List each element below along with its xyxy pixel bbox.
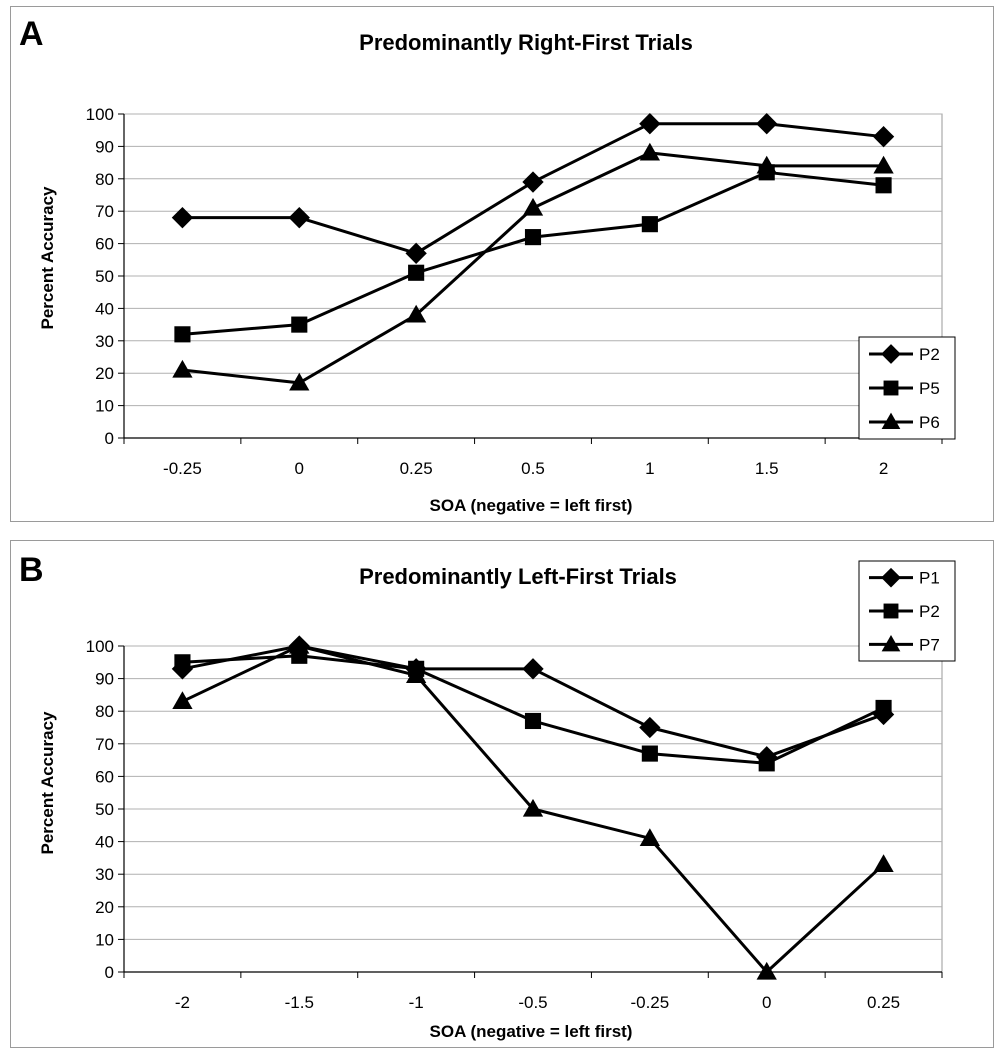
x-tick-label: 0 <box>295 459 304 478</box>
legend-label-p7: P7 <box>919 635 940 654</box>
x-axis-label-a: SOA (negative = left first) <box>430 496 633 515</box>
data-point-p7 <box>756 961 777 980</box>
x-tick-label: -2 <box>175 993 190 1012</box>
x-tick-label: 1.5 <box>755 459 779 478</box>
y-tick-label: 50 <box>95 267 114 286</box>
legend-label-p6: P6 <box>919 413 940 432</box>
legend-marker-p5 <box>883 380 899 396</box>
data-point-p6 <box>289 372 310 391</box>
data-point-p2 <box>641 745 658 762</box>
data-point-p1 <box>639 716 661 739</box>
chart-panel-a: A Predominantly Right-First Trials SOA (… <box>10 6 994 522</box>
chart-panel-b: B Predominantly Left-First Trials SOA (n… <box>10 540 994 1048</box>
y-tick-label: 80 <box>95 170 114 189</box>
x-tick-label: -1.5 <box>285 993 314 1012</box>
data-point-p7 <box>873 854 894 873</box>
y-axis-label-a: Percent Accuracy <box>38 186 57 330</box>
x-tick-label: 0.25 <box>400 459 433 478</box>
y-axis-label-b: Percent Accuracy <box>38 711 57 855</box>
data-point-p2 <box>174 654 191 671</box>
data-point-p2 <box>524 712 542 730</box>
y-tick-label: 70 <box>95 735 114 754</box>
y-tick-label: 100 <box>86 637 114 656</box>
data-point-p7 <box>406 665 427 683</box>
data-point-p2 <box>872 126 895 148</box>
data-point-p2 <box>758 755 775 772</box>
chart-title-a: Predominantly Right-First Trials <box>359 30 693 55</box>
data-point-p5 <box>291 316 308 333</box>
x-tick-label: -1 <box>409 993 424 1012</box>
legend-marker-p1 <box>881 567 901 588</box>
legend-marker-p6 <box>881 412 901 430</box>
y-tick-label: 40 <box>95 833 114 852</box>
data-point-p7 <box>522 798 544 817</box>
data-point-p5 <box>524 229 542 246</box>
y-tick-label: 60 <box>95 235 114 254</box>
y-tick-label: 40 <box>95 299 114 318</box>
x-tick-label: 0.25 <box>867 993 900 1012</box>
legend-label-p1: P1 <box>919 569 940 588</box>
x-tick-label: -0.5 <box>518 993 547 1012</box>
y-tick-label: 10 <box>95 397 114 416</box>
panel-label-a: A <box>19 15 44 53</box>
legend-label-p2: P2 <box>919 345 940 364</box>
x-tick-label: -0.25 <box>630 993 669 1012</box>
y-tick-label: 20 <box>95 364 114 383</box>
x-tick-label: 0 <box>762 993 771 1012</box>
data-point-p2 <box>875 699 892 716</box>
chart-title-b: Predominantly Left-First Trials <box>359 564 677 589</box>
x-tick-label: 0.5 <box>521 459 545 478</box>
data-point-p6 <box>639 142 660 161</box>
data-point-p2 <box>639 113 661 135</box>
series-line-p5-a <box>182 170 884 336</box>
y-tick-label: 70 <box>95 202 114 221</box>
data-point-p7 <box>639 828 660 846</box>
x-tick-label: 1 <box>645 459 654 478</box>
legend-marker-p7 <box>881 634 901 652</box>
data-point-p6 <box>756 155 777 174</box>
y-tick-label: 0 <box>105 429 114 448</box>
y-tick-label: 90 <box>95 670 114 689</box>
y-tick-label: 50 <box>95 800 114 819</box>
data-point-p6 <box>172 359 193 378</box>
data-point-p2 <box>405 242 427 264</box>
y-tick-label: 0 <box>105 963 114 982</box>
y-tick-label: 90 <box>95 137 114 156</box>
data-point-p2 <box>288 207 310 229</box>
data-point-p6 <box>873 155 894 174</box>
data-point-p5 <box>174 326 191 343</box>
legend-marker-p2 <box>881 344 901 364</box>
chart-b-svg: B Predominantly Left-First Trials SOA (n… <box>19 551 956 1041</box>
y-tick-label: 30 <box>95 865 114 884</box>
panel-label-b: B <box>19 551 44 589</box>
data-point-p5 <box>875 177 892 194</box>
data-point-p6 <box>406 304 427 323</box>
data-point-p7 <box>172 691 193 710</box>
chart-a-svg: A Predominantly Right-First Trials SOA (… <box>19 15 956 515</box>
y-tick-label: 20 <box>95 898 114 917</box>
data-point-p6 <box>522 197 544 216</box>
x-tick-label: 2 <box>879 459 888 478</box>
legend-label-p2: P2 <box>919 602 940 621</box>
legend-marker-p2 <box>883 603 899 619</box>
y-tick-label: 30 <box>95 332 114 351</box>
y-tick-label: 100 <box>86 105 114 124</box>
y-tick-label: 10 <box>95 930 114 949</box>
data-point-p7 <box>289 635 310 654</box>
data-point-p5 <box>641 216 658 233</box>
data-point-p1 <box>522 658 544 680</box>
data-point-p2 <box>171 207 194 229</box>
y-tick-label: 80 <box>95 702 114 721</box>
x-tick-label: -0.25 <box>163 459 202 478</box>
data-point-p5 <box>408 264 425 281</box>
x-axis-label-b: SOA (negative = left first) <box>430 1022 633 1041</box>
y-tick-label: 60 <box>95 767 114 786</box>
legend-label-p5: P5 <box>919 379 940 398</box>
data-point-p2 <box>522 171 544 193</box>
data-point-p2 <box>756 113 778 135</box>
